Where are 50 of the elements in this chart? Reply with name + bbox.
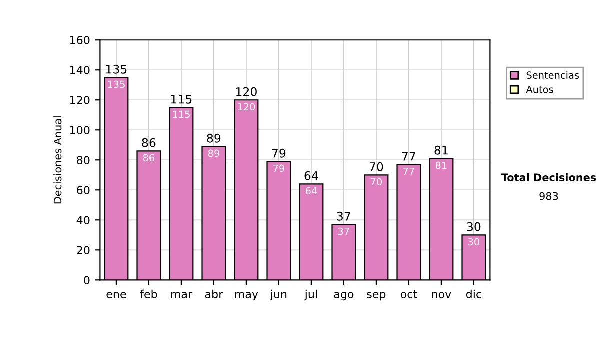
- y-tick-label: 40: [76, 216, 90, 225]
- data-label: 115: [173, 110, 190, 118]
- total-label: 37: [337, 212, 350, 221]
- y-tick-label: 60: [77, 186, 90, 195]
- x-tick-label: jul: [304, 290, 318, 301]
- data-label: 86: [143, 154, 155, 162]
- data-label: 81: [436, 162, 447, 170]
- y-tick-label: 0: [84, 276, 90, 285]
- y-tick-label: 120: [70, 96, 90, 105]
- data-label: 64: [306, 187, 318, 195]
- data-label: 89: [208, 150, 220, 158]
- x-tick-label: mar: [171, 292, 193, 298]
- x-tick-label: dic: [466, 290, 482, 298]
- total-label: 64: [304, 171, 318, 180]
- x-tick-label: jun: [270, 290, 287, 301]
- data-label: 70: [371, 178, 382, 186]
- x-tick-label: nov: [432, 292, 452, 298]
- text: 983: [540, 192, 558, 200]
- total-label: 70: [370, 162, 384, 172]
- y-tick-label: 140: [70, 66, 90, 75]
- x-tick-label: may: [235, 292, 258, 301]
- x-tick-label: feb: [140, 290, 158, 298]
- total-label: 77: [402, 152, 416, 161]
- data-label: 77: [404, 168, 414, 176]
- y-tick-label: 160: [70, 36, 90, 44]
- x-tick-label: ago: [334, 292, 354, 301]
- y-axis-title: Decisiones Anual: [54, 116, 62, 204]
- data-label: 79: [274, 164, 284, 172]
- y-tick-label: 80: [77, 156, 90, 165]
- x-tick-label: sep: [367, 292, 386, 301]
- x-tick-label: ene: [106, 292, 126, 298]
- total-label: 135: [106, 64, 127, 74]
- y-tick-label: 20: [77, 246, 90, 255]
- data-label: 135: [108, 80, 125, 88]
- total-label: 120: [236, 87, 257, 96]
- legend-label: Autos: [526, 86, 554, 94]
- text: Total Decisiones: [501, 173, 596, 182]
- total-label: 79: [272, 148, 286, 158]
- data-label: 30: [468, 238, 480, 246]
- x-tick-label: abr: [205, 290, 224, 298]
- total-label: 86: [142, 138, 156, 148]
- x-tick-label: oct: [400, 290, 418, 298]
- legend-label: Sentencias: [526, 71, 580, 80]
- total-label: 115: [171, 95, 192, 104]
- total-label: 81: [434, 146, 448, 155]
- data-label: 120: [238, 103, 256, 111]
- total-label: 89: [207, 134, 221, 143]
- data-label: 37: [338, 228, 350, 236]
- y-tick-label: 100: [70, 126, 90, 135]
- total-label: 30: [467, 222, 481, 232]
